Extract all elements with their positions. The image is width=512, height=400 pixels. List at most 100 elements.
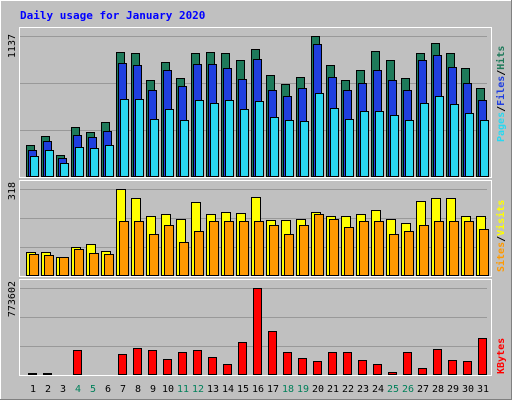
hits-bar-pages	[270, 117, 279, 177]
visits-bar-sites	[209, 221, 219, 276]
hits-bar-pages	[30, 156, 39, 177]
visits-bar-sites	[224, 221, 234, 276]
hits-bar-pages	[255, 101, 264, 177]
hits-bar-pages	[150, 119, 159, 177]
kbytes-bar-kbytes	[373, 364, 382, 375]
visits-bar-sites	[74, 249, 84, 276]
kbytes-bar-kbytes	[178, 352, 187, 375]
visits-bar-sites	[239, 221, 249, 276]
kbytes-bar-kbytes	[268, 331, 277, 375]
hits-bar-pages	[45, 150, 54, 177]
x-axis-day-label: 26	[402, 384, 414, 395]
kbytes-bar-kbytes	[433, 349, 442, 375]
hits-bar-pages	[75, 147, 84, 177]
legend-visits: Visits	[495, 200, 507, 236]
kbytes-bar-kbytes	[118, 354, 127, 375]
kbytes-bar-kbytes	[298, 358, 307, 375]
chart-title: Daily usage for January 2020	[20, 9, 205, 22]
visits-bar-sites	[374, 221, 384, 276]
x-axis-day-label: 8	[135, 384, 141, 395]
legend-pages: Pages	[496, 112, 507, 142]
visits-bar-sites	[29, 254, 39, 276]
bars	[26, 36, 489, 375]
kbytes-bar-kbytes	[283, 352, 292, 375]
visits-bar-sites	[179, 242, 189, 276]
hits-bar-pages	[165, 109, 174, 177]
legend-sep-1: /	[496, 106, 507, 112]
visits-bar-sites	[194, 231, 204, 276]
x-axis-day-label: 15	[237, 384, 249, 395]
kbytes-bar-kbytes	[418, 368, 427, 375]
kbytes-bar-kbytes	[73, 350, 82, 375]
x-axis-day-label: 30	[462, 384, 474, 395]
visits-bar-sites	[359, 221, 369, 276]
visits-bar-sites	[479, 229, 489, 276]
hits-bar-pages	[195, 100, 204, 177]
kbytes-bar-kbytes	[463, 361, 472, 375]
visits-bar-sites	[104, 254, 114, 276]
x-axis-day-label: 31	[477, 384, 489, 395]
legend-files: Files	[495, 76, 507, 106]
legend-hits: Hits	[495, 46, 507, 70]
x-axis-day-label: 10	[162, 384, 174, 395]
visits-bar-sites	[299, 225, 309, 276]
hits-bar-pages	[135, 99, 144, 177]
kbytes-bar-kbytes	[478, 338, 487, 375]
kbytes-bar-kbytes	[358, 360, 367, 375]
hits-bar-pages	[285, 120, 294, 177]
visits-bar-sites	[134, 221, 144, 276]
hits-bar-pages	[60, 163, 69, 177]
visits-bar-sites	[449, 221, 459, 276]
visits-bar-sites	[344, 227, 354, 276]
x-axis-day-label: 21	[327, 384, 339, 395]
x-axis-day-label: 22	[342, 384, 354, 395]
visits-bar-sites	[119, 221, 129, 276]
hits-bar-pages	[180, 120, 189, 177]
visits-bar-sites	[329, 219, 339, 276]
x-axis-day-label: 23	[357, 384, 369, 395]
x-axis-day-label: 4	[75, 384, 81, 395]
x-axis-day-label: 24	[372, 384, 384, 395]
kbytes-bar-kbytes	[313, 361, 322, 375]
visits-bar-sites	[59, 257, 69, 276]
x-axis-day-label: 3	[60, 384, 66, 395]
x-axis-day-label: 25	[387, 384, 399, 395]
hits-bar-pages	[375, 111, 384, 177]
x-axis-day-label: 14	[222, 384, 234, 395]
x-axis-day-label: 27	[417, 384, 429, 395]
visits-bar-sites	[389, 234, 399, 276]
visits-bar-sites	[419, 225, 429, 276]
kbytes-bar-kbytes	[148, 350, 157, 375]
hits-bar-pages	[105, 145, 114, 177]
x-axis-day-label: 18	[282, 384, 294, 395]
legend-sites: Sites	[495, 242, 507, 272]
hits-bar-pages	[120, 99, 129, 177]
visits-bar-sites	[149, 234, 159, 276]
hits-bar-pages	[300, 121, 309, 177]
x-axis-day-label: 16	[252, 384, 264, 395]
legend-sep-2: /	[496, 70, 507, 76]
hits-bar-pages	[480, 120, 489, 177]
kbytes-bar-kbytes	[343, 352, 352, 375]
kbytes-bar-kbytes	[28, 373, 37, 375]
x-axis-day-label: 2	[45, 384, 51, 395]
x-axis-day-label: 7	[120, 384, 126, 395]
hits-max-label: 1137	[7, 34, 18, 58]
hits-bar-pages	[330, 108, 339, 177]
kbytes-legend: KBytes	[496, 338, 507, 374]
visits-bar-sites	[464, 221, 474, 276]
kbytes-bar-kbytes	[193, 350, 202, 375]
x-axis-day-label: 1	[30, 384, 36, 395]
kbytes-bar-kbytes	[238, 342, 247, 375]
x-axis-day-label: 9	[150, 384, 156, 395]
x-axis-day-label: 17	[267, 384, 279, 395]
hits-bar-pages	[240, 109, 249, 177]
hits-bar-pages	[450, 104, 459, 177]
hits-bar-pages	[315, 93, 324, 177]
kbytes-bar-kbytes	[223, 364, 232, 375]
visits-bar-sites	[434, 221, 444, 276]
hits-bar-pages	[405, 120, 414, 177]
visits-bar-sites	[314, 214, 324, 276]
visits-bar-sites	[164, 225, 174, 276]
